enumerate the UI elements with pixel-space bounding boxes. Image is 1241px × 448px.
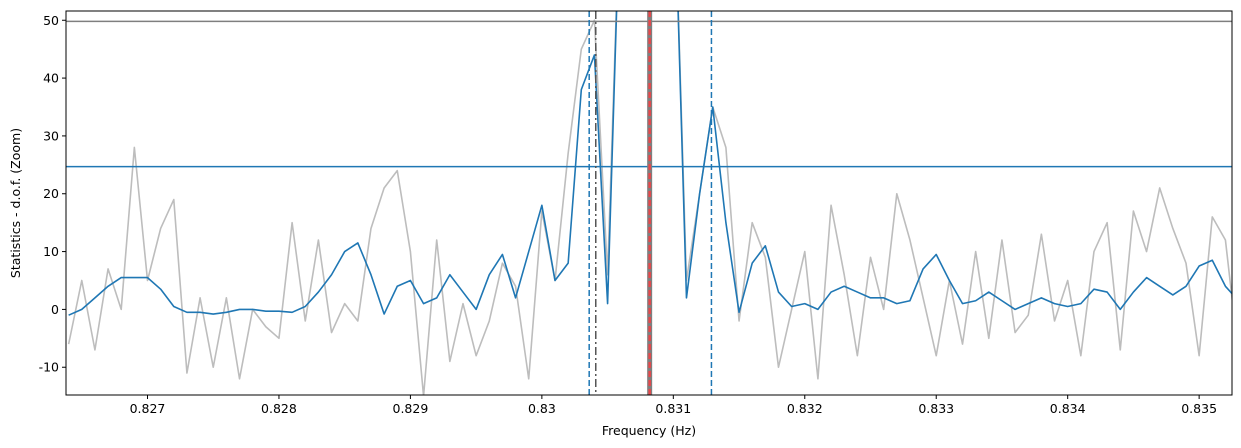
y-tick-label: 40 — [43, 71, 59, 86]
x-axis-label: Frequency (Hz) — [602, 423, 696, 438]
series-line — [68, 11, 1232, 316]
y-tick-label: 10 — [43, 244, 59, 259]
x-tick-label: 0.829 — [393, 401, 429, 416]
y-axis-label: Statistics - d.o.f. (Zoom) — [8, 128, 23, 278]
x-tick-label: 0.832 — [787, 401, 823, 416]
x-tick-label: 0.83 — [528, 401, 556, 416]
x-tick-label: 0.831 — [655, 401, 691, 416]
x-tick-label: 0.835 — [1181, 401, 1217, 416]
axes-frame — [65, 10, 1233, 396]
plot-area — [66, 11, 1232, 395]
y-tick-label: -10 — [39, 360, 59, 375]
series-line — [67, 11, 1232, 395]
x-tick-label: 0.834 — [1050, 401, 1086, 416]
y-tick-label: 0 — [51, 302, 59, 317]
y-tick-label: 30 — [43, 128, 59, 143]
x-tick-label: 0.827 — [130, 401, 166, 416]
x-tick-label: 0.833 — [918, 401, 954, 416]
x-tick-label: 0.828 — [261, 401, 297, 416]
y-tick-label: 20 — [43, 186, 59, 201]
y-tick-label: 50 — [43, 13, 59, 28]
